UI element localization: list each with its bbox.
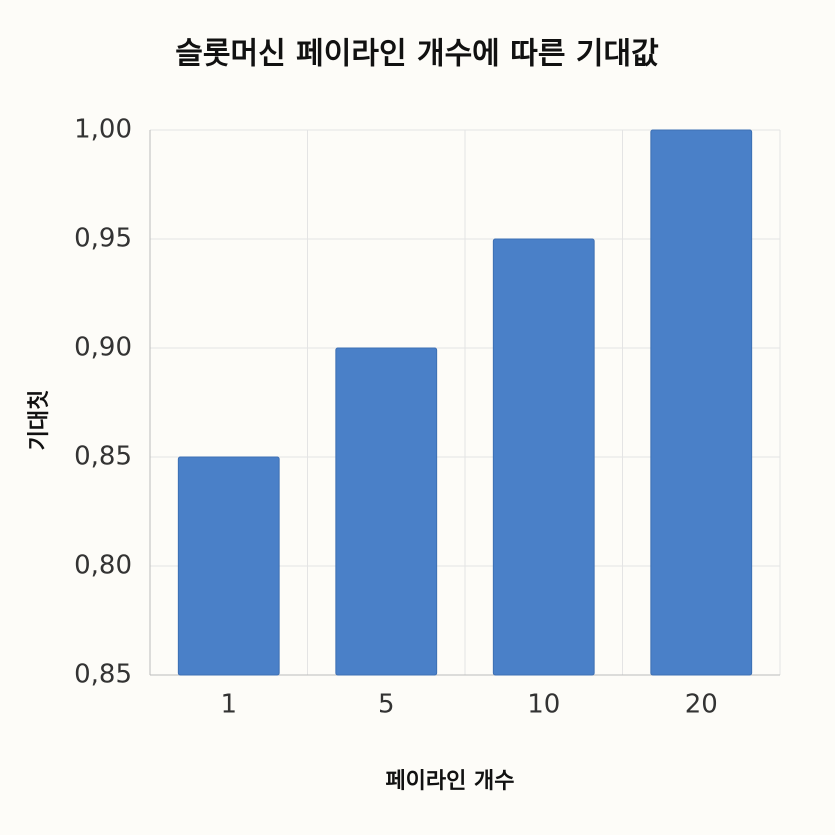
y-tick-label: 1,00 (74, 115, 132, 145)
bar (492, 238, 595, 676)
x-tick-label: 10 (527, 690, 560, 720)
bar (335, 347, 438, 676)
x-tick-label: 1 (220, 690, 237, 720)
y-axis-label: 기대칫 (27, 390, 52, 451)
bar (650, 129, 753, 676)
x-axis-label: 페이라인 개수 (385, 769, 514, 794)
chart-title: 슬롯머신 페이라인 개수에 따른 기대값 (175, 37, 659, 72)
x-tick-label: 5 (378, 690, 395, 720)
y-tick-label: 0,85 (74, 442, 132, 472)
x-tick-label: 20 (685, 690, 718, 720)
y-tick-label: 0,80 (74, 551, 132, 581)
y-tick-label: 0,85 (74, 660, 132, 690)
y-tick-label: 0,95 (74, 224, 132, 254)
y-tick-label: 0,90 (74, 333, 132, 363)
bar (177, 456, 280, 676)
